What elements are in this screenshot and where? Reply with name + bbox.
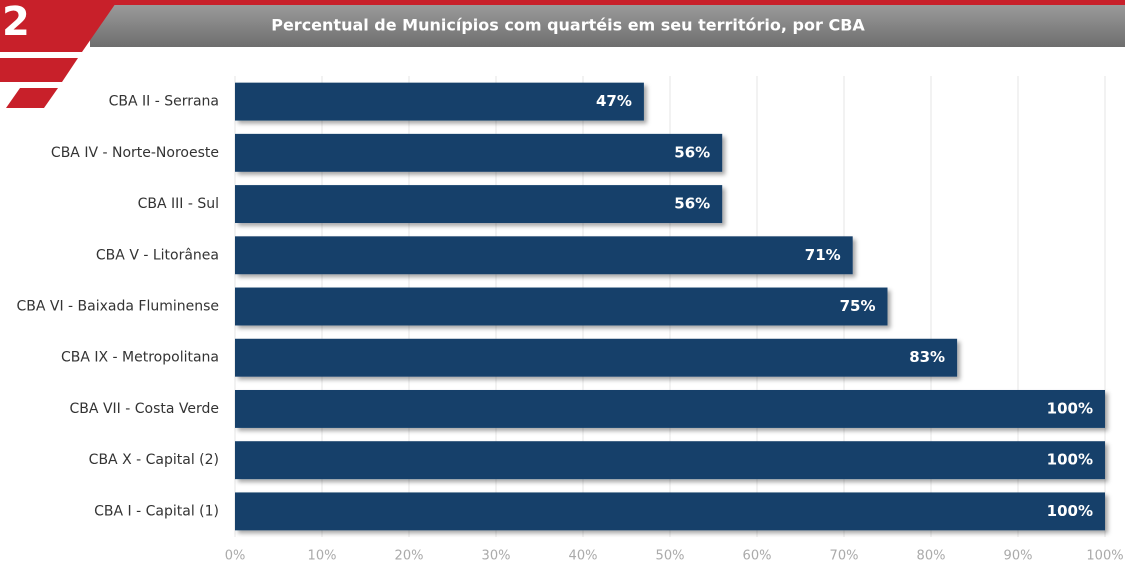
value-label: 83% <box>909 348 945 366</box>
value-label: 100% <box>1047 399 1093 417</box>
x-tick-label: 70% <box>830 549 859 564</box>
x-tick-label: 90% <box>1004 549 1033 564</box>
x-tick-label: 60% <box>743 549 772 564</box>
bar <box>235 338 958 377</box>
bar <box>235 236 853 275</box>
value-label: 47% <box>596 92 632 110</box>
bar <box>235 389 1105 428</box>
value-label: 100% <box>1047 502 1093 520</box>
badge-number: 2 <box>2 0 30 45</box>
y-tick-label: CBA VII - Costa Verde <box>70 401 219 417</box>
x-tick-label: 30% <box>482 549 511 564</box>
bar <box>235 82 644 121</box>
x-tick-label: 100% <box>1086 549 1123 564</box>
x-tick-label: 10% <box>308 549 337 564</box>
bar <box>235 133 723 172</box>
bar <box>235 441 1105 480</box>
badge-shape <box>0 0 118 52</box>
y-tick-label: CBA V - Litorânea <box>96 247 219 263</box>
x-tick-label: 50% <box>656 549 685 564</box>
banner-strip <box>90 0 1125 5</box>
y-tick-label: CBA II - Serrana <box>109 94 219 110</box>
x-tick-label: 40% <box>569 549 598 564</box>
y-tick-label: CBA IX - Metropolitana <box>61 350 219 366</box>
value-label: 100% <box>1047 451 1093 469</box>
badge-shape <box>0 58 78 82</box>
x-tick-label: 20% <box>395 549 424 564</box>
y-tick-label: CBA VI - Baixada Fluminense <box>16 299 219 315</box>
value-label: 75% <box>840 297 876 315</box>
y-tick-label: CBA IV - Norte-Noroeste <box>51 145 219 161</box>
chart-title: Percentual de Municípios com quartéis em… <box>271 16 865 35</box>
badge-shape <box>6 88 58 108</box>
x-tick-label: 0% <box>225 549 246 564</box>
x-tick-label: 80% <box>917 549 946 564</box>
y-tick-label: CBA X - Capital (2) <box>89 452 219 468</box>
y-tick-label: CBA I - Capital (1) <box>94 503 219 519</box>
bar <box>235 492 1105 531</box>
bar <box>235 287 888 326</box>
y-tick-label: CBA III - Sul <box>138 196 219 212</box>
value-label: 71% <box>805 246 841 264</box>
value-label: 56% <box>674 195 710 213</box>
bar <box>235 185 723 224</box>
value-label: 56% <box>674 143 710 161</box>
title-banner <box>90 5 1125 47</box>
